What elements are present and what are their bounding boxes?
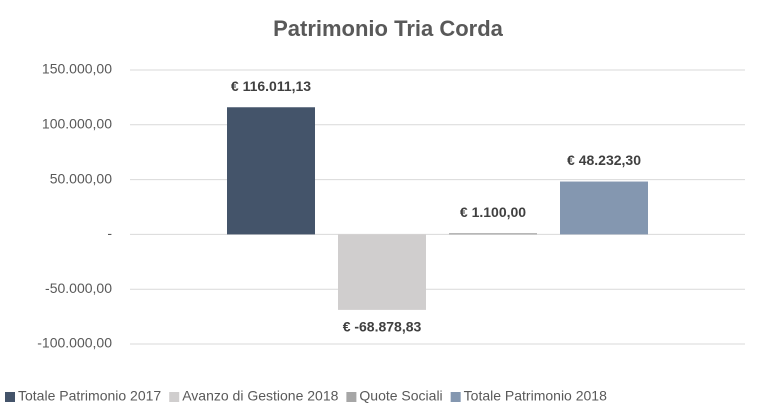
- legend-swatch: [169, 392, 180, 402]
- y-tick-label: -50.000,00: [45, 280, 112, 296]
- data-label: € 1.100,00: [460, 204, 526, 220]
- data-label: € 116.011,13: [231, 78, 311, 94]
- bar: [227, 107, 315, 235]
- bar: [449, 233, 537, 235]
- data-label: € 48.232,30: [567, 152, 641, 168]
- y-tick-label: -: [107, 225, 112, 241]
- legend-swatch: [5, 392, 15, 402]
- y-tick-label: 150.000,00: [42, 61, 112, 77]
- legend-swatch: [346, 392, 357, 402]
- y-tick-label: 50.000,00: [50, 170, 112, 186]
- legend-label: Quote Sociali: [359, 388, 442, 404]
- legend-label: Totale Patrimonio 2017: [18, 388, 161, 404]
- legend-label: Avanzo di Gestione 2018: [182, 388, 338, 404]
- bar: [338, 234, 426, 310]
- bar: [560, 181, 648, 235]
- y-tick-label: -100.000,00: [37, 335, 112, 351]
- legend-swatch: [450, 392, 461, 402]
- data-label: € -68.878,83: [343, 319, 422, 335]
- legend-label: Totale Patrimonio 2018: [464, 388, 607, 404]
- y-tick-label: 100.000,00: [42, 116, 112, 132]
- chart-title: Patrimonio Tria Corda: [273, 16, 504, 41]
